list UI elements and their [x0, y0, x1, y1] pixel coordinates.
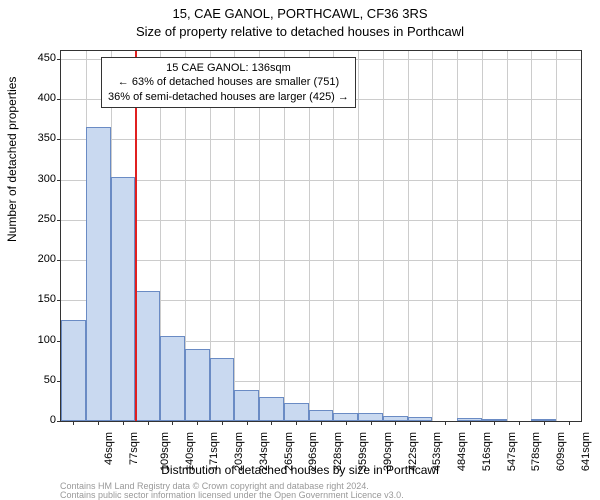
x-tick-label: 296sqm: [308, 432, 320, 471]
grid-v: [556, 51, 557, 421]
x-tick: [569, 421, 570, 425]
x-tick: [420, 421, 421, 425]
x-tick-label: 641sqm: [580, 432, 592, 471]
bar: [160, 336, 185, 421]
x-tick: [73, 421, 74, 425]
x-tick-label: 390sqm: [382, 432, 394, 471]
annotation-line2: ← 63% of detached houses are smaller (75…: [108, 75, 349, 89]
x-tick-label: 265sqm: [283, 432, 295, 471]
annotation-box: 15 CAE GANOL: 136sqm ← 63% of detached h…: [101, 57, 356, 108]
x-tick: [247, 421, 248, 425]
plot-area: 15 CAE GANOL: 136sqm ← 63% of detached h…: [60, 50, 582, 422]
x-tick-label: 234sqm: [258, 432, 270, 471]
chart-title-sub: Size of property relative to detached ho…: [0, 24, 600, 39]
grid-v: [457, 51, 458, 421]
x-tick: [98, 421, 99, 425]
grid-v: [432, 51, 433, 421]
annotation-line1: 15 CAE GANOL: 136sqm: [108, 61, 349, 75]
x-tick: [395, 421, 396, 425]
x-tick-label: 578sqm: [530, 432, 542, 471]
grid-v: [358, 51, 359, 421]
x-tick-label: 609sqm: [555, 432, 567, 471]
y-tick: [57, 220, 61, 221]
x-tick: [148, 421, 149, 425]
bar: [86, 127, 111, 421]
x-tick: [445, 421, 446, 425]
y-tick-label: 0: [6, 414, 56, 426]
y-tick: [57, 99, 61, 100]
x-tick: [123, 421, 124, 425]
x-tick: [222, 421, 223, 425]
x-tick-label: 109sqm: [159, 432, 171, 471]
x-tick-label: 484sqm: [456, 432, 468, 471]
bar: [333, 413, 358, 421]
y-tick: [57, 139, 61, 140]
grid-v: [531, 51, 532, 421]
bar: [61, 320, 86, 421]
y-tick-label: 250: [6, 213, 56, 225]
grid-v: [408, 51, 409, 421]
y-tick-label: 350: [6, 132, 56, 144]
y-tick-label: 150: [6, 293, 56, 305]
grid-h: [61, 180, 581, 181]
grid-h: [61, 139, 581, 140]
bar: [111, 177, 136, 421]
footer-note: Contains HM Land Registry data © Crown c…: [60, 482, 404, 500]
bar: [135, 291, 160, 421]
x-tick: [544, 421, 545, 425]
bar: [185, 349, 210, 421]
x-tick: [470, 421, 471, 425]
y-tick: [57, 421, 61, 422]
x-tick: [371, 421, 372, 425]
bar: [309, 410, 334, 421]
x-tick: [519, 421, 520, 425]
x-tick-label: 453sqm: [431, 432, 443, 471]
x-tick-label: 547sqm: [506, 432, 518, 471]
x-tick-label: 171sqm: [209, 432, 221, 471]
annotation-line3: 36% of semi-detached houses are larger (…: [108, 90, 349, 104]
y-tick: [57, 180, 61, 181]
y-tick: [57, 59, 61, 60]
y-tick: [57, 300, 61, 301]
grid-h: [61, 260, 581, 261]
chart-title-main: 15, CAE GANOL, PORTHCAWL, CF36 3RS: [0, 6, 600, 21]
grid-h: [61, 220, 581, 221]
x-tick-label: 203sqm: [233, 432, 245, 471]
bar: [358, 413, 383, 421]
y-tick-label: 100: [6, 334, 56, 346]
bar: [210, 358, 235, 421]
y-tick-label: 200: [6, 253, 56, 265]
x-tick: [296, 421, 297, 425]
x-tick: [321, 421, 322, 425]
bar: [284, 403, 309, 421]
x-tick: [494, 421, 495, 425]
bar: [259, 397, 284, 421]
x-tick: [172, 421, 173, 425]
footer-line2: Contains public sector information licen…: [60, 491, 404, 500]
grid-v: [482, 51, 483, 421]
y-tick: [57, 260, 61, 261]
chart-container: 15, CAE GANOL, PORTHCAWL, CF36 3RS Size …: [0, 0, 600, 500]
x-tick-label: 77sqm: [128, 432, 140, 465]
x-tick-label: 328sqm: [332, 432, 344, 471]
bar: [234, 390, 259, 421]
y-tick-label: 450: [6, 52, 56, 64]
y-tick-label: 50: [6, 374, 56, 386]
x-tick: [197, 421, 198, 425]
y-tick-label: 300: [6, 173, 56, 185]
x-tick-label: 516sqm: [481, 432, 493, 471]
grid-v: [383, 51, 384, 421]
y-tick-label: 400: [6, 92, 56, 104]
grid-v: [507, 51, 508, 421]
x-tick: [346, 421, 347, 425]
x-tick-label: 46sqm: [103, 432, 115, 465]
x-tick: [271, 421, 272, 425]
x-tick-label: 140sqm: [184, 432, 196, 471]
x-tick-label: 422sqm: [407, 432, 419, 471]
x-tick-label: 359sqm: [357, 432, 369, 471]
